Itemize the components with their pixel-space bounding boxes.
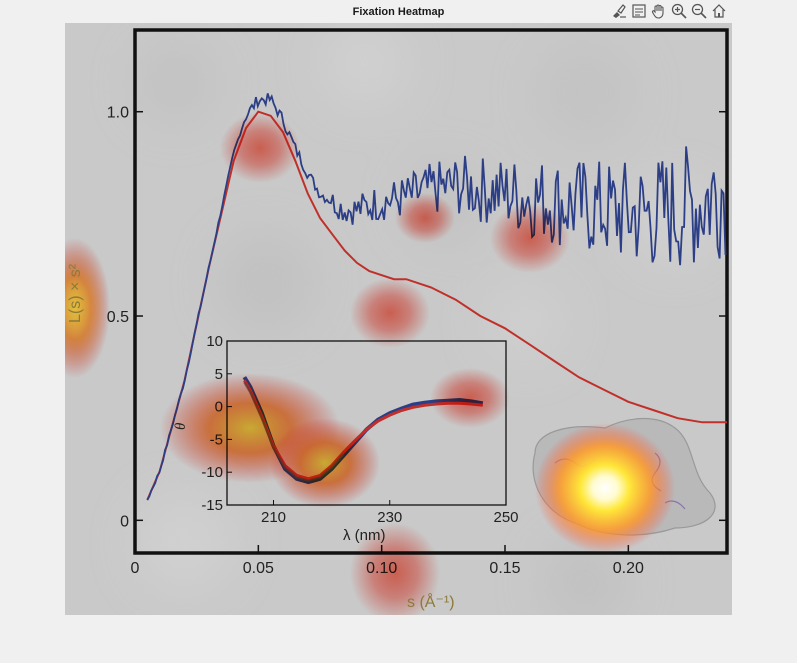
inset-x-tick-label: 230 (377, 509, 402, 526)
background-texture (135, 23, 715, 615)
zoom-out-icon (691, 3, 707, 19)
hotspot-inset-trough (270, 418, 380, 508)
inset-x-tick-label: 250 (493, 509, 518, 526)
inset-y-tick-label: 10 (206, 333, 223, 350)
data-tips-icon (632, 4, 646, 18)
inset-y-axis-label: θ (173, 422, 189, 430)
x-tick-label: 0.20 (613, 560, 644, 577)
figure-toolbar (610, 2, 728, 22)
hotspot-bottom-axis (350, 523, 440, 615)
home-button[interactable] (710, 2, 728, 20)
y-tick-label: 1.0 (107, 105, 129, 122)
inset-x-axis-label: λ (nm) (343, 527, 386, 544)
zoom-in-icon (671, 3, 687, 19)
x-axis-label: s (Å⁻¹) (407, 592, 455, 611)
hotspot-right-mid (490, 203, 570, 273)
zoom-out-button[interactable] (690, 2, 708, 20)
inset-x-tick-label: 210 (261, 509, 286, 526)
brush-icon (613, 4, 626, 18)
y-tick-label: 0 (120, 513, 129, 530)
figure-title: Fixation Heatmap (352, 6, 445, 18)
hotspot-mid (350, 278, 430, 348)
inset-y-tick-label: -15 (201, 497, 223, 514)
pan-hand-icon (651, 4, 664, 19)
brush-button[interactable] (610, 2, 628, 20)
y-tick-label: 0.5 (107, 309, 129, 326)
hotspot-peak (220, 113, 300, 183)
y-axis-label: L(s) × s² (67, 263, 84, 323)
fixation-heatmap-overlay (65, 113, 570, 615)
hotspot-protein (535, 423, 675, 553)
x-tick-label: 0 (131, 560, 140, 577)
x-tick-label: 0.15 (489, 560, 520, 577)
inset-y-tick-label: 5 (215, 366, 223, 383)
hotspot-shoulder (395, 193, 455, 243)
pan-button[interactable] (650, 2, 668, 20)
x-tick-label: 0.05 (243, 560, 274, 577)
hotspot-lower-right (430, 368, 510, 428)
zoom-in-button[interactable] (670, 2, 688, 20)
home-icon (712, 4, 726, 18)
data-tips-button[interactable] (630, 2, 648, 20)
